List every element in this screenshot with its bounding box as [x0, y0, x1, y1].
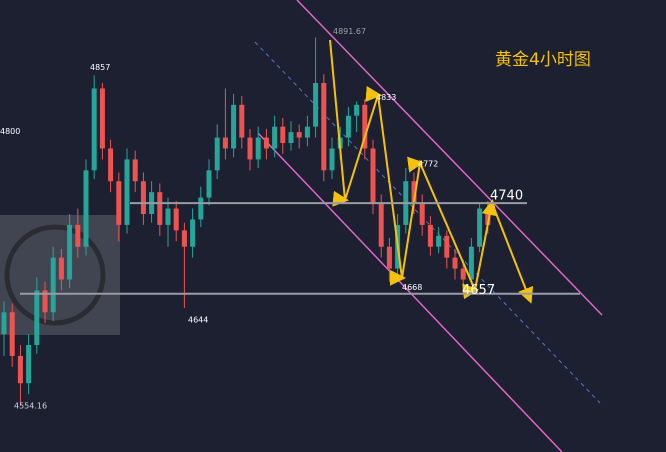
- candle-body: [222, 137, 228, 149]
- candle-body: [99, 88, 105, 149]
- level-label: 4657: [462, 283, 495, 298]
- candle-body: [140, 181, 146, 214]
- candle-body: [181, 230, 187, 247]
- candle-body: [58, 257, 64, 280]
- candle-body: [272, 126, 278, 149]
- candle-body: [313, 82, 319, 127]
- price-label: 4644: [188, 315, 208, 324]
- candle-body: [329, 148, 335, 171]
- candle-body: [354, 104, 360, 116]
- candle-body: [124, 159, 130, 225]
- candle-body: [206, 170, 212, 198]
- candle-body: [83, 170, 89, 247]
- wave-projection: [491, 202, 534, 304]
- candle-body: [173, 208, 179, 231]
- candle-body: [231, 104, 237, 149]
- candle-body: [386, 246, 392, 269]
- price-label: 4668: [402, 283, 422, 292]
- price-label: 4554.16: [14, 401, 47, 410]
- candle-body: [378, 203, 384, 247]
- candle-body: [26, 345, 32, 384]
- candle-body: [288, 132, 294, 144]
- candle-body: [190, 219, 196, 247]
- price-label: 4800: [0, 127, 20, 136]
- candle-body: [444, 235, 450, 258]
- price-label: 4833: [376, 93, 396, 102]
- price-label: 4891.67: [333, 27, 366, 36]
- candle-body: [296, 132, 302, 138]
- candle-body: [263, 137, 269, 149]
- channel-mid: [254, 41, 601, 404]
- candle-body: [345, 115, 351, 138]
- candle-body: [198, 197, 204, 220]
- candle-body: [460, 268, 466, 280]
- candle-body: [165, 208, 171, 225]
- candle-body: [116, 181, 122, 225]
- candle-body: [419, 203, 425, 225]
- level-label: 4740: [490, 189, 523, 204]
- candle-body: [468, 246, 474, 280]
- candle-body: [17, 355, 23, 384]
- chart-title: 黄金4小时图: [495, 50, 591, 70]
- candle-body: [9, 312, 15, 356]
- candle-body: [108, 148, 114, 182]
- candle-body: [255, 137, 261, 160]
- candle-body: [42, 290, 48, 313]
- candle-body: [157, 192, 163, 225]
- candle-body: [34, 290, 40, 346]
- channel-upper: [296, 0, 603, 316]
- candle-body: [1, 312, 7, 335]
- candle-body: [91, 88, 97, 171]
- channel-lower: [257, 132, 563, 452]
- price-label: 4857: [90, 63, 110, 72]
- price-label: 4772: [418, 160, 438, 169]
- candle-body: [75, 224, 81, 247]
- candle-body: [132, 159, 138, 182]
- candle-body: [452, 257, 458, 269]
- candle-body: [247, 137, 253, 160]
- candle-body: [370, 148, 376, 204]
- candle-body: [477, 208, 483, 247]
- candle-body: [50, 257, 56, 313]
- candle-body: [304, 126, 310, 138]
- candle-body: [280, 126, 286, 144]
- candle-body: [321, 82, 327, 171]
- wave-path: [329, 39, 498, 300]
- candle-body: [214, 137, 220, 171]
- candle-body: [436, 235, 442, 247]
- candle-body: [427, 224, 433, 247]
- candle-body: [239, 104, 245, 138]
- candle-body: [67, 224, 73, 280]
